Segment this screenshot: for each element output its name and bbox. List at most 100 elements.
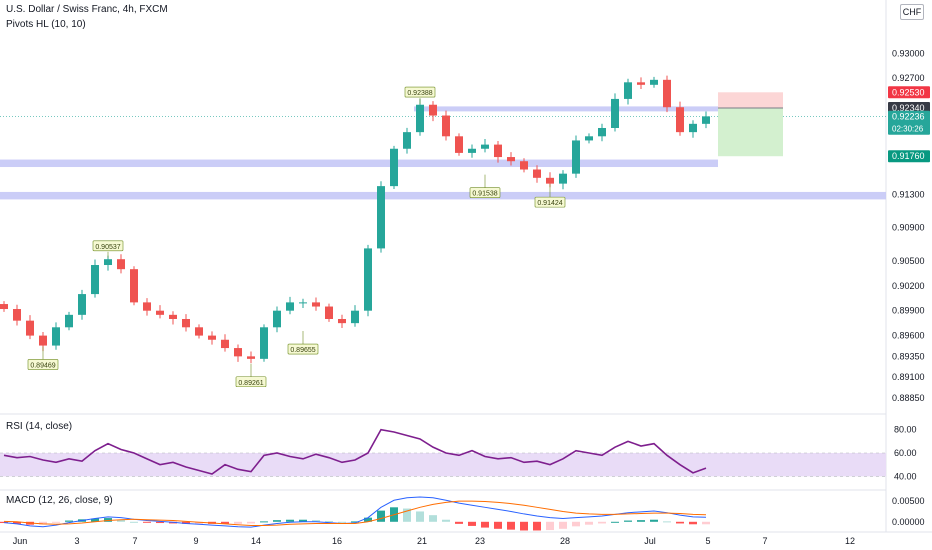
candle-body xyxy=(117,259,125,270)
candle-body xyxy=(390,148,398,187)
macd-histogram-bar xyxy=(676,521,684,524)
macd-histogram-bar xyxy=(585,521,593,525)
time-tick-label: 3 xyxy=(74,536,79,546)
time-tick-label: 21 xyxy=(417,536,427,546)
time-tick-label: 12 xyxy=(845,536,855,546)
candle-body xyxy=(39,335,47,346)
macd-histogram-bar xyxy=(416,511,424,522)
pivot-box xyxy=(92,240,124,252)
macd-histogram-bar xyxy=(442,519,450,522)
candle-body xyxy=(533,169,541,178)
candle-body xyxy=(455,136,463,153)
macd-histogram-bar xyxy=(429,515,437,522)
candle-body xyxy=(325,306,333,319)
candle-body xyxy=(559,173,567,184)
candle-body xyxy=(234,348,242,357)
macd-histogram-bar xyxy=(702,521,710,525)
macd-histogram-bar xyxy=(273,520,281,522)
candle-body xyxy=(572,140,580,174)
macd-indicator-label: MACD (12, 26, close, 9) xyxy=(6,495,113,506)
candle-body xyxy=(520,161,528,170)
rsi-tick-label: 60.00 xyxy=(894,448,917,458)
candle-body xyxy=(351,310,359,324)
macd-histogram-bar xyxy=(221,521,229,524)
macd-histogram-bar xyxy=(377,510,385,522)
candle-body xyxy=(637,82,645,85)
macd-histogram-bar xyxy=(533,521,541,531)
macd-histogram-bar xyxy=(299,519,307,522)
price-tick-label: 0.89600 xyxy=(892,331,925,341)
price-tag-label: 0.92236 xyxy=(892,112,925,122)
macd-histogram-bar xyxy=(468,521,476,526)
time-tick-label: 7 xyxy=(762,536,767,546)
candle-body xyxy=(442,115,450,137)
time-tick-label: 9 xyxy=(193,536,198,546)
candle-body xyxy=(52,327,60,346)
candle-body xyxy=(156,310,164,315)
rsi-band xyxy=(0,453,886,477)
rsi-line xyxy=(3,428,707,475)
price-tick-label: 0.89350 xyxy=(892,351,925,361)
time-tick-label: 23 xyxy=(475,536,485,546)
candle-body xyxy=(468,148,476,153)
macd-histogram-bar xyxy=(689,521,697,525)
candle-body xyxy=(273,310,281,328)
macd-histogram-bar xyxy=(650,519,658,522)
pivot-box xyxy=(27,359,59,370)
macd-histogram-bar xyxy=(338,521,346,523)
macd-histogram-bar xyxy=(325,520,333,522)
currency-badge[interactable]: CHF xyxy=(900,4,924,20)
price-tag-label: 0.92340 xyxy=(892,103,925,113)
time-tick-label: 7 xyxy=(132,536,137,546)
pivot-box xyxy=(469,187,501,198)
macd-histogram-bar xyxy=(364,517,372,522)
pivot-label: 0.91424 xyxy=(537,200,562,207)
macd-histogram-bar xyxy=(546,521,554,531)
time-tick-label: 14 xyxy=(251,536,261,546)
macd-histogram-bar xyxy=(572,521,580,527)
macd-histogram-bar xyxy=(520,521,528,531)
candle-body xyxy=(702,116,710,124)
price-tick-label: 0.89900 xyxy=(892,306,925,316)
macd-histogram-bar xyxy=(0,521,8,524)
pivot-label: 0.89261 xyxy=(238,380,263,387)
time-tick-label: Jul xyxy=(644,536,656,546)
macd-tick-label: 0.00500 xyxy=(892,496,925,506)
price-tag xyxy=(888,150,930,163)
time-tick-label: 16 xyxy=(332,536,342,546)
candle-body xyxy=(377,186,385,249)
candle-body xyxy=(260,327,268,359)
pivots-indicator-label: Pivots HL (10, 10) xyxy=(6,19,86,30)
price-tag-label: 0.91760 xyxy=(892,151,925,161)
candle-body xyxy=(585,136,593,141)
pivot-box xyxy=(404,86,436,98)
price-tag xyxy=(888,86,930,99)
candle-body xyxy=(416,104,424,133)
candle-body xyxy=(611,98,619,128)
price-tag xyxy=(888,110,930,135)
candle-body xyxy=(286,302,294,311)
sr-zone xyxy=(414,106,718,112)
candle-body xyxy=(299,302,307,304)
candle-body xyxy=(195,327,203,336)
candle-body xyxy=(169,314,177,319)
candle-body xyxy=(403,132,411,149)
macd-histogram-bar xyxy=(91,518,99,522)
candle-body xyxy=(91,265,99,295)
signal-line xyxy=(3,500,707,527)
macd-histogram-bar xyxy=(494,521,502,529)
candle-body xyxy=(247,356,255,359)
macd-histogram-bar xyxy=(13,521,21,524)
symbol-title: U.S. Dollar / Swiss Franc, 4h, FXCM xyxy=(6,4,168,15)
candle-body xyxy=(182,318,190,328)
time-tick-label: 5 xyxy=(705,536,710,546)
rsi-tick-label: 40.00 xyxy=(894,471,917,481)
candle-body xyxy=(676,107,684,133)
price-tag-label: 0.92530 xyxy=(892,87,925,97)
candle-body xyxy=(364,248,372,311)
candle-body xyxy=(143,302,151,311)
macd-histogram-bar xyxy=(117,519,125,522)
candle-body xyxy=(429,104,437,116)
price-tick-label: 0.92700 xyxy=(892,73,925,83)
